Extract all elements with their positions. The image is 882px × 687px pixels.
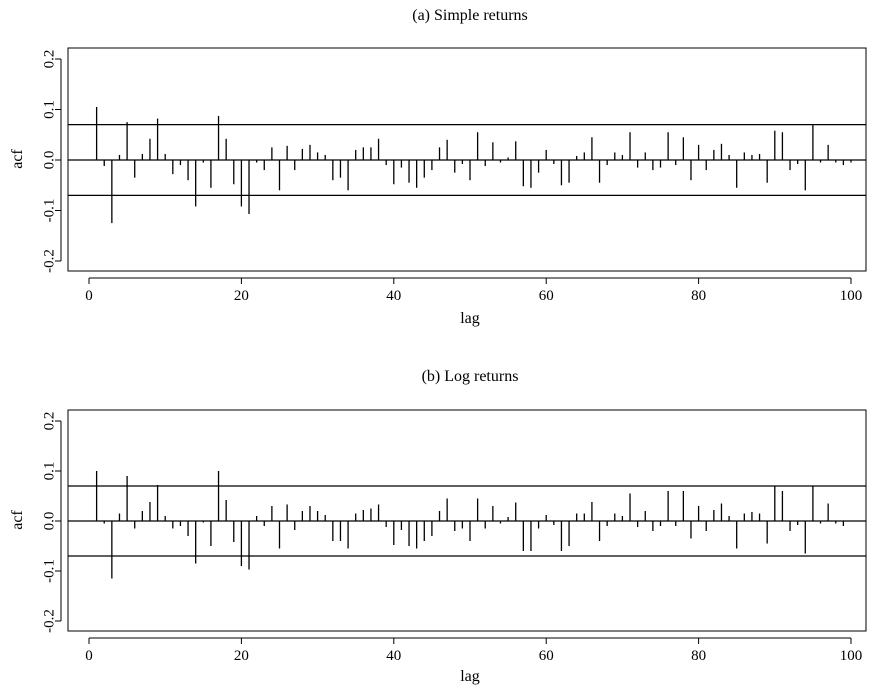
panel-a-x-tick-label: 80 <box>691 288 706 304</box>
panel-b-y-tick-label: -0.2 <box>41 609 57 633</box>
panel-b-x-tick-label: 100 <box>840 648 863 664</box>
panel-a-ylabel: acf <box>9 149 26 169</box>
panel-b-x-tick-label: 40 <box>386 648 401 664</box>
panel-a-y-tick-label: -0.1 <box>41 199 57 223</box>
panel-b-y-tick-label: 0.1 <box>41 462 57 481</box>
panel-b-y-tick-label: 0.2 <box>41 412 57 431</box>
panel-a-x-tick-label: 40 <box>386 288 401 304</box>
panel-a-y-tick-label: 0.2 <box>41 50 57 69</box>
panel-a-title: (a) Simple returns <box>412 7 528 24</box>
panel-b-xlabel: lag <box>460 668 480 685</box>
panel-b-x-tick-label: 0 <box>85 648 93 664</box>
panel-b: (b) Log returns acf lag -0.2 -0.1 0.0 0.1 0.… <box>9 368 867 685</box>
panel-a-y-tick-label: -0.2 <box>41 249 57 273</box>
panel-b-ylabel: acf <box>9 510 26 530</box>
panel-a-x-tick-label: 60 <box>539 288 554 304</box>
panel-a-xlabel: lag <box>460 310 480 327</box>
panel-b-y-tick-label: -0.1 <box>41 559 57 583</box>
panel-a-y-tick-label: 0.1 <box>41 100 57 119</box>
panel-a: (a) Simple returns acf lag -0.2 -0.1 0.0 0.… <box>9 7 867 327</box>
panel-a-x-tick-label: 0 <box>85 288 93 304</box>
panel-b-x-tick-label: 60 <box>539 648 554 664</box>
panel-b-y-tick-label: 0.0 <box>41 512 57 531</box>
panel-b-x-tick-label: 80 <box>691 648 706 664</box>
panel-b-x-tick-label: 20 <box>234 648 249 664</box>
panel-a-y-tick-label: 0.0 <box>41 151 57 170</box>
panel-a-x-tick-label: 20 <box>234 288 249 304</box>
panel-a-x-tick-label: 100 <box>840 288 863 304</box>
panel-b-title: (b) Log returns <box>422 368 519 385</box>
